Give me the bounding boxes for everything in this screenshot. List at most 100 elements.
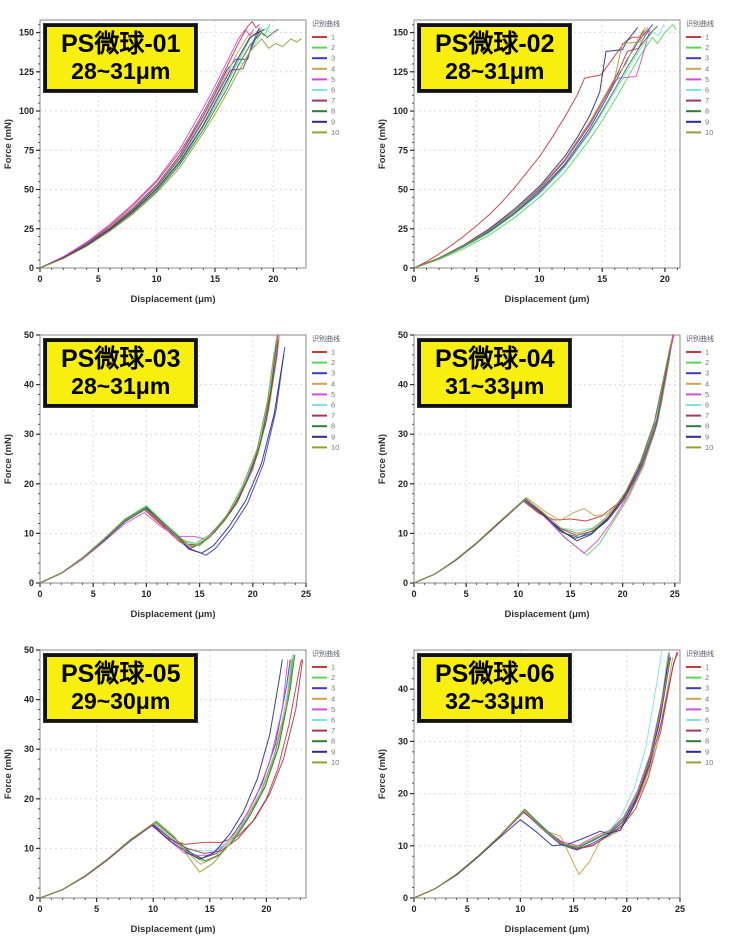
sample-title: PS微球-02 xyxy=(435,30,555,58)
curve-2 xyxy=(413,24,677,269)
sample-label-05: PS微球-05 29~30μm xyxy=(44,654,198,723)
svg-text:5: 5 xyxy=(474,274,479,284)
legend-entry-5: 5 xyxy=(705,705,709,714)
legend-entry-2: 2 xyxy=(705,43,709,52)
legend-entry-4: 4 xyxy=(705,694,709,703)
curve-10 xyxy=(39,351,275,584)
legend-entry-1: 1 xyxy=(331,663,335,672)
curve-10 xyxy=(413,27,648,269)
legend: 识别曲线 12 34 5 67 89 10 xyxy=(312,649,340,767)
svg-text:20: 20 xyxy=(622,904,632,914)
y-axis-label: Force (mN) xyxy=(3,749,14,799)
legend-entry-1: 1 xyxy=(705,33,709,42)
legend-entry-2: 2 xyxy=(331,673,335,682)
svg-text:25: 25 xyxy=(670,589,680,599)
legend-entry-9: 9 xyxy=(705,747,709,756)
svg-text:20: 20 xyxy=(261,904,271,914)
svg-text:15: 15 xyxy=(195,589,205,599)
svg-text:30: 30 xyxy=(24,429,34,439)
curve-10 xyxy=(39,659,293,899)
axis-ticks xyxy=(410,657,681,902)
svg-text:10: 10 xyxy=(398,528,408,538)
chart-cell-03: 0 5 10 15 20 25 0 10 20 30 40 50 Displacement (μm) Fo… xyxy=(0,315,374,630)
svg-text:10: 10 xyxy=(513,589,523,599)
axis-ticks xyxy=(410,334,676,587)
svg-text:0: 0 xyxy=(29,263,34,273)
svg-text:150: 150 xyxy=(19,28,34,38)
legend-entry-9: 9 xyxy=(705,117,709,126)
svg-text:30: 30 xyxy=(24,744,34,754)
sample-title: PS微球-01 xyxy=(61,30,181,58)
legend-entry-8: 8 xyxy=(705,737,709,746)
legend-entry-5: 5 xyxy=(331,390,335,399)
svg-text:0: 0 xyxy=(403,578,408,588)
curve-7 xyxy=(39,30,261,269)
svg-text:15: 15 xyxy=(565,589,575,599)
chart-cell-04: 0 5 10 15 20 25 0 10 20 30 40 50 Displacement (μm) Fo… xyxy=(374,315,748,630)
legend-entry-7: 7 xyxy=(705,726,709,735)
tick-labels: 0 5 10 15 20 0 25 50 75 100 125 150 xyxy=(19,28,278,284)
svg-text:75: 75 xyxy=(398,145,408,155)
x-axis-label: Displacement (μm) xyxy=(505,924,590,935)
x-axis-label: Displacement (μm) xyxy=(131,609,216,620)
svg-text:10: 10 xyxy=(398,841,408,851)
legend-entry-10: 10 xyxy=(331,758,339,767)
svg-text:5: 5 xyxy=(464,589,469,599)
curve-5 xyxy=(39,28,254,269)
chart-cell-01: 0 5 10 15 20 0 25 50 75 100 125 150 Displacement (μm… xyxy=(0,0,374,315)
curve-9 xyxy=(39,28,265,269)
legend-entry-6: 6 xyxy=(331,86,335,95)
svg-text:50: 50 xyxy=(24,645,34,655)
legend-entry-4: 4 xyxy=(331,64,335,73)
legend-title: 识别曲线 xyxy=(312,19,340,28)
legend-entry-2: 2 xyxy=(705,673,709,682)
legend-title: 识别曲线 xyxy=(686,19,714,28)
series-curves xyxy=(39,334,286,584)
svg-text:50: 50 xyxy=(24,330,34,340)
x-axis-label: Displacement (μm) xyxy=(505,609,590,620)
legend-entry-5: 5 xyxy=(331,75,335,84)
legend-entry-2: 2 xyxy=(331,358,335,367)
legend-entry-4: 4 xyxy=(705,64,709,73)
svg-text:40: 40 xyxy=(398,684,408,694)
curve-1 xyxy=(39,21,260,269)
legend-entry-4: 4 xyxy=(331,379,335,388)
axis-ticks xyxy=(410,24,678,272)
svg-text:125: 125 xyxy=(393,67,408,77)
svg-text:125: 125 xyxy=(19,67,34,77)
legend-entry-8: 8 xyxy=(705,422,709,431)
legend-entry-6: 6 xyxy=(705,401,709,410)
svg-text:5: 5 xyxy=(91,589,96,599)
tick-labels: 0 5 10 15 20 25 0 10 20 30 40 50 xyxy=(398,330,680,599)
curve-10 xyxy=(39,38,302,269)
legend-entry-8: 8 xyxy=(331,107,335,116)
svg-text:100: 100 xyxy=(393,106,408,116)
legend-entry-2: 2 xyxy=(331,43,335,52)
legend-entry-9: 9 xyxy=(331,117,335,126)
series-curves xyxy=(39,21,302,269)
legend-entry-10: 10 xyxy=(705,758,713,767)
legend-entry-7: 7 xyxy=(331,411,335,420)
sample-label-02: PS微球-02 28~31μm xyxy=(418,24,572,93)
legend-entry-6: 6 xyxy=(331,401,335,410)
plot-border xyxy=(413,649,681,899)
legend-title: 识别曲线 xyxy=(312,649,340,658)
svg-text:10: 10 xyxy=(515,904,525,914)
x-axis-label: Displacement (μm) xyxy=(505,294,590,305)
x-axis-label: Displacement (μm) xyxy=(131,294,216,305)
legend: 识别曲线 12 34 5 67 89 10 xyxy=(312,334,340,452)
svg-text:20: 20 xyxy=(268,274,278,284)
legend-entry-7: 7 xyxy=(705,411,709,420)
legend-entry-2: 2 xyxy=(705,358,709,367)
legend-entry-10: 10 xyxy=(705,443,713,452)
svg-text:0: 0 xyxy=(37,589,42,599)
legend-entry-3: 3 xyxy=(705,54,709,63)
legend-entry-5: 5 xyxy=(705,75,709,84)
chart-cell-06: 0 5 10 15 20 25 0 10 20 30 40 Displacement (μm) Forc… xyxy=(374,630,748,945)
svg-text:20: 20 xyxy=(24,794,34,804)
plot-border xyxy=(39,649,307,899)
series-curves xyxy=(413,24,677,269)
legend-entry-9: 9 xyxy=(331,747,335,756)
svg-text:20: 20 xyxy=(660,274,670,284)
svg-text:25: 25 xyxy=(301,589,311,599)
